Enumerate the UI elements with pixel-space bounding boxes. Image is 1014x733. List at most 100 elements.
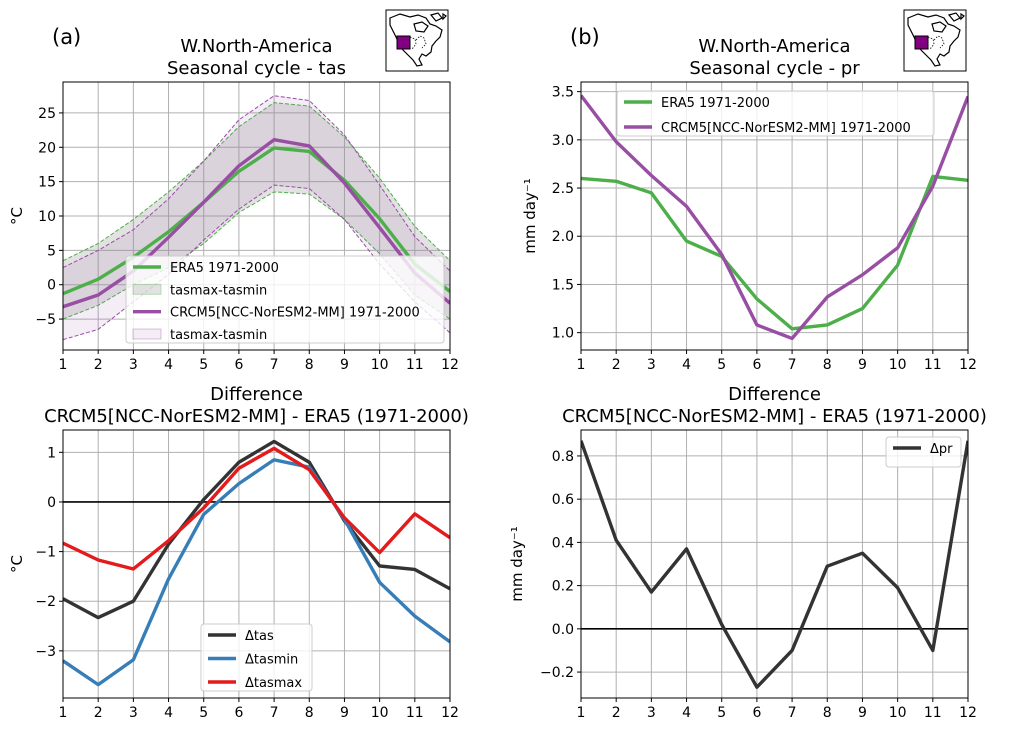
x-tick-label: 7 [788,357,797,373]
x-tick-label: 8 [305,357,314,373]
region-map-inset [903,9,967,72]
x-tick-label: 5 [717,357,726,373]
y-tick-label: −0.2 [540,665,574,681]
x-tick-label: 3 [129,705,138,721]
y-axis-label: °C [8,555,26,573]
chart-title-line-1: Difference [728,384,821,405]
axes-frame [580,429,969,699]
x-tick-label: 9 [340,705,349,721]
chart-title-line-2: CRCM5[NCC-NorESM2-MM] - ERA5 (1971-2000) [562,406,987,427]
state-borders [927,36,935,50]
x-tick-label: 2 [94,357,103,373]
x-tick-label: 10 [371,705,389,721]
y-tick-label: 1 [47,445,56,461]
y-tick-label: 2.0 [552,229,574,245]
y-tick-label: 1.5 [552,277,574,293]
y-axis-label: mm day⁻¹ [521,178,539,254]
legend-label: ERA5 1971-2000 [661,96,770,111]
y-tick-label: 2.5 [552,181,574,197]
region-highlight [914,35,929,50]
series-line-1 [63,439,450,620]
y-tick-label: 0.4 [552,535,574,551]
legend: ERA5 1971-2000 tasmax-tasmin CRCM5[NCC-Nor… [125,255,445,344]
chart-panel-4: 1 2 3 4 5 6 7 8 9 10 11 12−0.20.00.20.40.60.8mm day… [508,384,987,721]
x-tick-label: 6 [234,705,243,721]
y-tick-label: −5 [35,312,56,328]
legend-box [885,436,962,468]
y-tick-label: −1 [35,545,56,561]
legend-box [125,255,445,344]
x-tick-label: 4 [164,705,173,721]
x-tick-label: 12 [959,705,977,721]
x-tick-label: 4 [682,705,691,721]
state-borders [933,35,945,49]
x-tick-label: 11 [924,357,942,373]
x-tick-label: 4 [682,357,691,373]
x-tick-label: 6 [234,357,243,373]
series-line-2 [581,94,968,341]
y-axis-label: mm day⁻¹ [508,526,526,602]
y-tick-label: 10 [38,209,56,225]
x-tick-label: 8 [823,357,832,373]
x-tick-label: 1 [577,357,586,373]
x-tick-label: 2 [612,705,621,721]
x-tick-label: 11 [924,705,942,721]
x-tick-label: 7 [270,705,279,721]
x-tick-label: 12 [959,357,977,373]
legend-label: Δpr [930,442,953,457]
y-tick-label: 3.5 [552,85,574,101]
band-edge-upper [63,102,450,262]
x-tick-label: 5 [199,357,208,373]
islands-outline [429,12,447,22]
x-tick-label: 10 [889,357,907,373]
x-tick-label: 2 [612,357,621,373]
x-tick-label: 6 [752,357,761,373]
axes-frame [62,429,451,699]
y-tick-label: 20 [38,140,56,156]
x-tick-label: 10 [371,357,389,373]
x-tick-label: 8 [305,705,314,721]
y-axis-label: °C [8,207,26,225]
chart-title-line-1: W.North-America [180,36,332,57]
panel-label: (b) [570,25,600,49]
axes-frame [580,81,969,351]
legend: Δpr [885,436,962,468]
x-tick-label: 1 [59,705,68,721]
y-tick-label: 15 [38,175,56,191]
plot-area [63,439,450,687]
legend-label: Δtasmax [245,676,302,691]
x-tick-label: 3 [647,357,656,373]
legend-swatch-band [132,283,162,295]
x-tick-label: 4 [164,357,173,373]
legend-label: Δtas [245,629,274,644]
legend-box [200,623,313,692]
chart-title-line-2: CRCM5[NCC-NorESM2-MM] - ERA5 (1971-2000) [44,406,469,427]
y-tick-label: 0.0 [552,622,574,638]
series-line-2 [63,458,450,687]
x-tick-label: 7 [788,705,797,721]
legend-label: tasmax-tasmin [170,283,267,298]
legend-label: Δtasmin [245,653,298,668]
islands-outline [947,12,965,22]
legend-label: CRCM5[NCC-NorESM2-MM] 1971-2000 [170,306,420,321]
legend-label: CRCM5[NCC-NorESM2-MM] 1971-2000 [661,121,911,136]
x-tick-label: 12 [441,705,459,721]
x-tick-label: 7 [270,357,279,373]
bay-outline [931,21,947,33]
x-tick-label: 8 [823,705,832,721]
y-tick-label: −2 [35,594,56,610]
legend-box [616,90,935,137]
y-tick-label: 0.6 [552,492,574,508]
chart-panel-1: 1 2 3 4 5 6 7 8 9 10 11 12−50510152025°CW.North-Ame… [8,9,459,373]
x-tick-label: 9 [858,705,867,721]
chart-panel-3: 1 2 3 4 5 6 7 8 9 10 11 12−3−2−101°CDifferenceCRCM5… [8,384,469,721]
legend: ERA5 1971-2000 CRCM5[NCC-NorESM2-MM] 1971… [616,90,935,137]
y-tick-label: 0 [47,278,56,294]
series-line-1 [581,440,968,689]
series-line-3 [63,446,450,571]
legend-swatch-band [132,328,162,340]
x-tick-label: 5 [199,705,208,721]
series-line-1 [581,174,968,331]
chart-title-line-2: Seasonal cycle - tas [167,58,346,79]
